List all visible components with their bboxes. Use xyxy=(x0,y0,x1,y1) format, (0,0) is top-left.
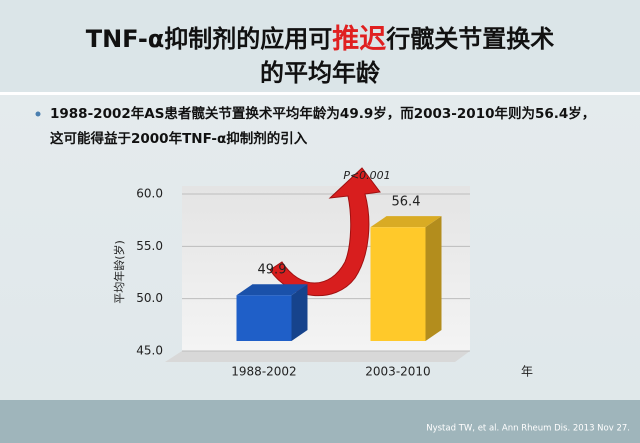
bar-top xyxy=(370,216,442,228)
bullet-dot xyxy=(35,111,41,117)
arrow-icon xyxy=(269,167,381,297)
y-tick-label: 50.0 xyxy=(136,291,163,305)
title-band xyxy=(0,0,640,92)
footer-band xyxy=(0,400,640,443)
title-line-2: 的平均年龄 xyxy=(260,59,381,87)
title-emphasis: 推迟 xyxy=(332,24,386,55)
y-tick-label: 45.0 xyxy=(136,344,163,358)
divider xyxy=(0,92,640,95)
data-label: 49.9 xyxy=(258,263,287,278)
title-part: TNF-α抑制剂的应用可 xyxy=(86,25,333,53)
x-tick-label: 1988-2002 xyxy=(231,365,296,379)
title-line-1: TNF-α抑制剂的应用可推迟行髋关节置换术 xyxy=(86,24,555,55)
x-axis-label: 年 xyxy=(521,365,533,379)
bar xyxy=(236,295,292,341)
bar xyxy=(370,227,426,341)
title-part: 行髋关节置换术 xyxy=(385,25,554,53)
annotation: P<0.001 xyxy=(343,169,390,182)
citation: Nystad TW, et al. Ann Rheum Dis. 2013 No… xyxy=(426,424,630,434)
x-tick-label: 2003-2010 xyxy=(365,365,430,379)
y-axis-label: 平均年龄(岁) xyxy=(112,240,126,304)
bar-top xyxy=(236,284,308,296)
bar-side xyxy=(425,216,442,341)
bullet-text: 1988-2002年AS患者髋关节置换术平均年龄为49.9岁，而2003-201… xyxy=(50,105,595,122)
y-tick-label: 55.0 xyxy=(136,239,163,253)
floor xyxy=(165,351,470,362)
bullet-text: 这可能得益于2000年TNF-α抑制剂的引入 xyxy=(50,130,308,147)
data-label: 56.4 xyxy=(392,195,421,210)
y-tick-label: 60.0 xyxy=(136,187,163,201)
bar-side xyxy=(291,284,308,341)
